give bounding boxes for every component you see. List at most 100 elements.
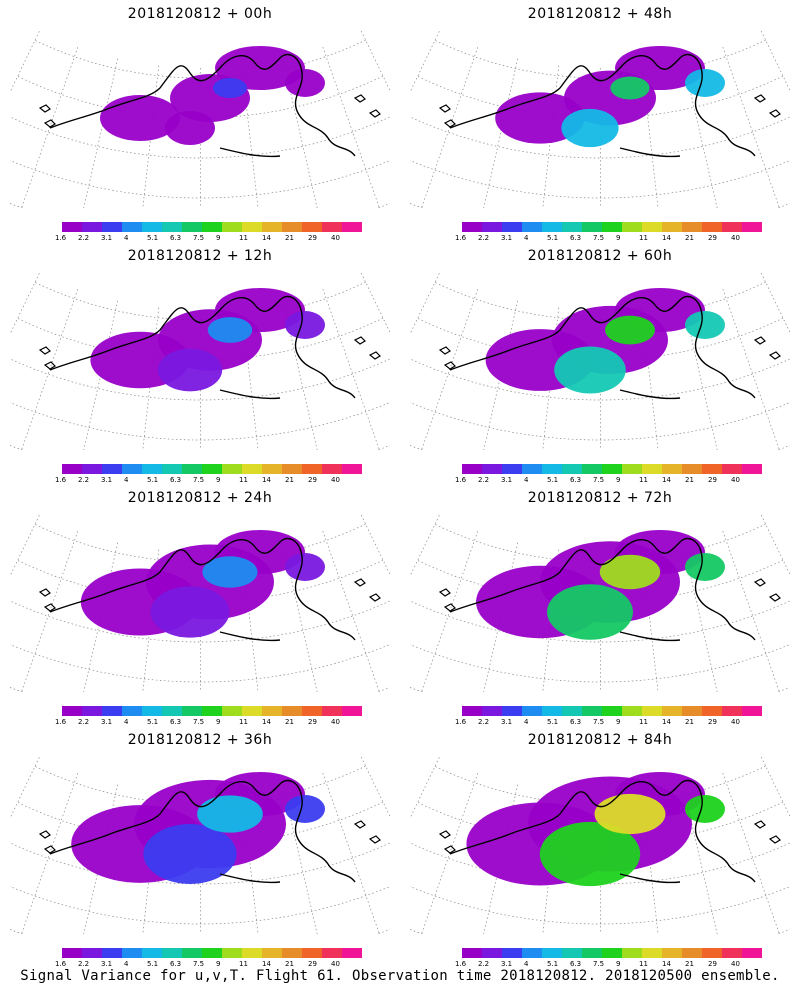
longitude-gridline	[722, 46, 780, 208]
island-outline	[43, 603, 56, 612]
colorbar-segment	[242, 948, 262, 958]
colorbar-tick-label: 6.3	[570, 476, 582, 484]
colorbar-tick-label: 11	[239, 960, 248, 968]
variance-contour-region	[207, 317, 253, 343]
colorbar-segment	[162, 222, 182, 232]
coastline	[49, 779, 356, 884]
island-outline	[38, 588, 51, 597]
coastline	[449, 779, 756, 884]
colorbar-segment	[302, 706, 322, 716]
colorbar-tick-label: 29	[308, 234, 317, 242]
colorbar-segment	[682, 222, 702, 232]
forecast-map-panel: 2018120812 + 60h 1.6 2.2 3.1 4 5.1 6.3 7.5 9 11 14…	[400, 242, 800, 484]
colorbar-segment	[342, 464, 362, 474]
longitude-gridline	[760, 514, 790, 576]
island-outline	[768, 351, 781, 360]
polar-stereographic-map	[10, 514, 390, 692]
latitude-gridline	[10, 402, 390, 441]
island-outline	[443, 845, 456, 854]
latitude-gridline	[410, 402, 790, 441]
longitude-gridline	[322, 46, 380, 208]
colorbar-tick-label: 40	[731, 960, 740, 968]
map-projection-group	[410, 756, 790, 934]
island-outline	[443, 119, 456, 128]
colorbar-segment	[702, 464, 722, 474]
colorbar-segment	[602, 222, 622, 232]
colorbar-tick-label: 1.6	[55, 718, 67, 726]
colorbar-tick-label: 29	[308, 476, 317, 484]
longitude-gridline	[722, 288, 780, 450]
colorbar-segment	[82, 948, 102, 958]
latitude-gridline	[410, 116, 790, 159]
colorbar-segment	[462, 222, 482, 232]
longitude-gridline	[360, 514, 390, 576]
colorbar-tick-label: 6.3	[170, 960, 182, 968]
forecast-map-panel: 2018120812 + 48h 1.6 2.2 3.1 4 5.1 6.3 7.5 9 11 14…	[400, 0, 800, 242]
colorbar-tick-label: 2.2	[478, 476, 490, 484]
colorbar-segment	[542, 948, 562, 958]
map-projection-group	[410, 30, 790, 208]
colorbar-tick-label: 11	[639, 234, 648, 242]
colorbar-tick-label: 3.1	[101, 718, 113, 726]
variance-contour-region	[213, 78, 247, 98]
variance-contour-region	[285, 311, 325, 339]
polar-stereographic-map	[410, 272, 790, 450]
colorbar-tick-label: 40	[731, 234, 740, 242]
colorbar	[462, 948, 762, 958]
colorbar-tick-label: 9	[216, 234, 221, 242]
longitude-gridline	[83, 300, 119, 450]
longitude-gridline	[322, 530, 380, 692]
colorbar-tick-label: 1.6	[455, 960, 467, 968]
island-outline	[753, 336, 766, 345]
island-outline	[438, 346, 451, 355]
colorbar-segment	[562, 706, 582, 716]
colorbar-tick-label: 14	[662, 476, 671, 484]
latitude-gridline	[10, 600, 390, 643]
colorbar-segment	[622, 706, 642, 716]
colorbar-tick-label: 9	[616, 960, 621, 968]
colorbar-tick-label: 14	[662, 960, 671, 968]
island-outline	[43, 361, 56, 370]
colorbar-segment	[142, 706, 162, 716]
longitude-gridline	[410, 515, 440, 577]
colorbar-segment	[342, 948, 362, 958]
colorbar-segment	[322, 464, 342, 474]
colorbar-tick-label: 6.3	[170, 234, 182, 242]
colorbar-tick-label: 2.2	[78, 718, 90, 726]
colorbar-tick-label: 3.1	[501, 234, 513, 242]
variance-contour-region	[610, 76, 650, 100]
colorbar-segment	[282, 948, 302, 958]
colorbar-tick-label: 5.1	[147, 960, 159, 968]
colorbar-segment	[322, 948, 342, 958]
colorbar-tick-label: 3.1	[101, 960, 113, 968]
colorbar-segment	[262, 706, 282, 716]
map-projection-group	[410, 272, 790, 450]
longitude-gridline	[410, 273, 440, 335]
colorbar-segment	[202, 222, 222, 232]
colorbar-segment	[62, 222, 82, 232]
latitude-gridline	[10, 160, 390, 199]
colorbar-segment	[262, 464, 282, 474]
panel-title: 2018120812 + 36h	[127, 732, 273, 748]
colorbar-tick-label: 21	[685, 476, 694, 484]
colorbar-segment	[282, 222, 302, 232]
colorbar-segment	[742, 948, 762, 958]
longitude-gridline	[21, 47, 79, 208]
colorbar-segment	[622, 464, 642, 474]
colorbar-segment	[482, 948, 502, 958]
colorbar-tick-label: 21	[685, 960, 694, 968]
colorbar-labels: 1.6 2.2 3.1 4 5.1 6.3 7.5 9 11 14 21 29 40	[55, 960, 375, 970]
latitude-gridline	[10, 929, 390, 934]
variance-contour-region	[685, 311, 725, 339]
longitude-gridline	[10, 757, 40, 819]
colorbar-segment	[122, 706, 142, 716]
polar-stereographic-map	[410, 514, 790, 692]
colorbar-segment	[102, 464, 122, 474]
colorbar-tick-label: 40	[331, 234, 340, 242]
variance-contour-region	[143, 824, 237, 884]
polar-stereographic-map	[410, 30, 790, 208]
longitude-gridline	[360, 272, 390, 334]
longitude-gridline	[83, 542, 119, 692]
colorbar-tick-label: 1.6	[455, 476, 467, 484]
map-projection-group	[10, 272, 390, 450]
